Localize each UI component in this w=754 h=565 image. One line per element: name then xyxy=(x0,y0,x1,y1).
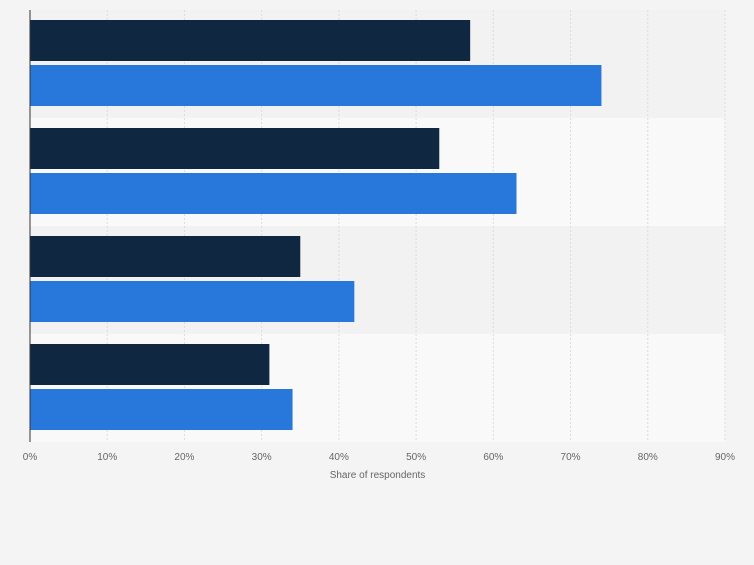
x-axis-ticks: 0% 10% 20% 30% 40% 50% 60% 70% 80% 90% xyxy=(23,452,735,463)
bar-series-1 xyxy=(30,236,301,277)
bar-series-1 xyxy=(30,128,440,169)
x-tick-label: 10% xyxy=(97,452,117,463)
bar-series-2 xyxy=(30,173,517,214)
bar-series-2 xyxy=(30,65,602,106)
x-axis-label: Share of respondents xyxy=(330,470,426,481)
bar-series-1 xyxy=(30,20,471,61)
x-tick-label: 90% xyxy=(715,452,735,463)
x-tick-label: 40% xyxy=(329,452,349,463)
bar-series-2 xyxy=(30,281,355,322)
x-tick-label: 50% xyxy=(406,452,426,463)
bars xyxy=(30,20,602,430)
x-tick-label: 30% xyxy=(252,452,272,463)
bar-series-2 xyxy=(30,389,293,430)
x-tick-label: 0% xyxy=(23,452,38,463)
x-tick-label: 60% xyxy=(483,452,503,463)
x-tick-label: 70% xyxy=(561,452,581,463)
x-tick-label: 20% xyxy=(174,452,194,463)
bar-series-1 xyxy=(30,344,270,385)
x-tick-label: 80% xyxy=(638,452,658,463)
